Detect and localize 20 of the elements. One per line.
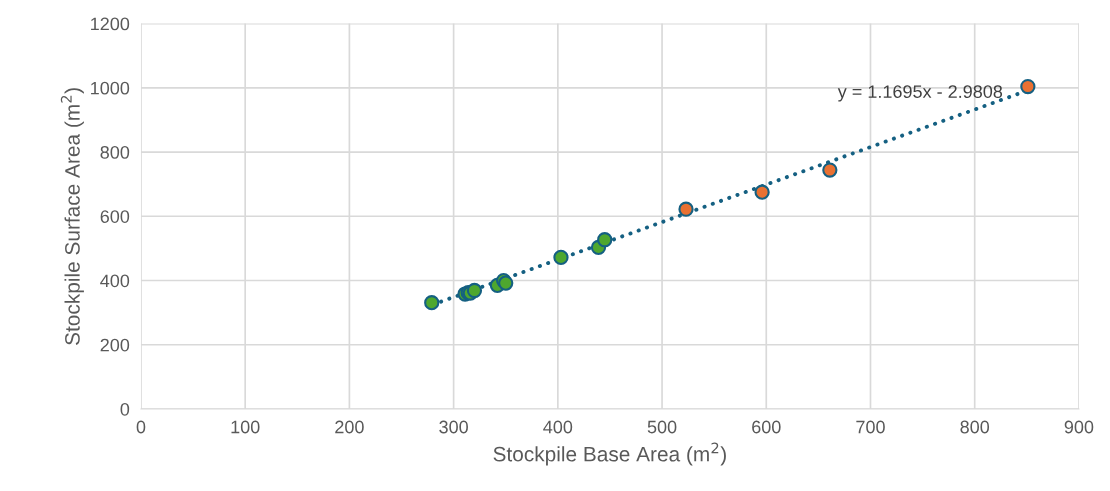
x-tick-label: 300 <box>439 420 468 434</box>
x-tick-label: 900 <box>1064 420 1094 434</box>
y-tick-label: 0 <box>120 402 130 416</box>
x-tick-label: 200 <box>335 420 364 434</box>
x-axis-title: Stockpile Base Area (m$^{2}$) <box>493 442 726 466</box>
x-tick-label: 600 <box>752 420 781 434</box>
y-tick-label: 1000 <box>91 81 130 95</box>
x-tick-label: 100 <box>231 420 260 434</box>
y-tick-label: 1200 <box>91 17 130 31</box>
y-tick-label: 600 <box>100 210 130 224</box>
y-tick-label: 400 <box>100 274 130 288</box>
x-tick-label: 500 <box>647 420 677 434</box>
x-tick-label: 800 <box>960 420 990 434</box>
annotation: y = 1.1695x - 2.9808 <box>837 85 1003 102</box>
y-axis-title: Stockpile Surface Area (m$^{2}$) <box>60 88 84 345</box>
y-tick-label: 800 <box>100 145 130 159</box>
x-tick-label: 0 <box>136 420 146 434</box>
y-tick-label: 200 <box>100 338 130 352</box>
x-tick-label: 700 <box>856 420 885 434</box>
x-tick-label: 400 <box>543 420 573 434</box>
